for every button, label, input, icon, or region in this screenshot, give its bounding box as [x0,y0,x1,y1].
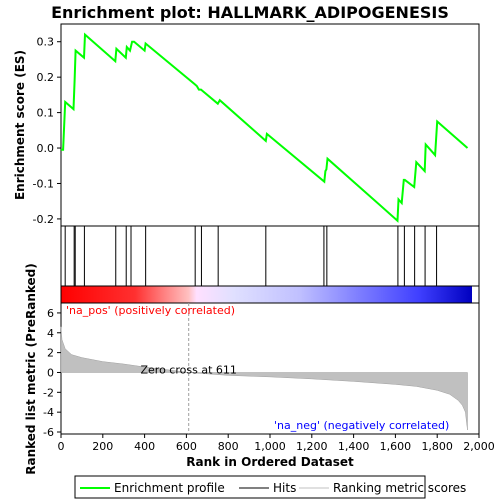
zero-cross-label: Zero cross at 611 [141,363,237,376]
metric-x-tick-label: 800 [218,440,239,453]
metric-y-axis-label: Ranked list metric (PreRanked) [24,263,38,475]
es-panel: -0.2 -0.1 0.0 0.1 0.2 0.3 Enrichment score (E… [13,23,480,227]
ranking-metric-area [60,326,468,431]
legend-label-enrichment: Enrichment profile [114,481,225,495]
metric-x-tick-label: 1,400 [338,440,370,453]
metric-y-tick-label: 4 [47,327,54,340]
metric-x-tick-label: 200 [92,440,113,453]
metric-x-tick-label: 600 [176,440,197,453]
rank-bar-panel [60,285,480,304]
es-y-tick-label: 0.1 [37,107,55,120]
neg-correlated-label: 'na_neg' (negatively correlated) [274,419,449,432]
metric-y-tick-label: -2 [43,386,54,399]
metric-x-tick-label: 400 [134,440,155,453]
metric-x-ticks: 0 200 400 600 800 1,000 1,200 1,400 1,600 1,800 2,… [58,434,495,453]
metric-x-tick-label: 1,800 [421,440,453,453]
es-y-axis-label: Enrichment score (ES) [13,50,27,200]
metric-y-ticks: -6 -4 -2 0 2 4 6 [43,307,61,439]
hit-lines [64,226,438,286]
metric-y-tick-label: 0 [47,366,54,379]
legend-label-hits: Hits [273,481,296,495]
metric-x-tick-label: 1,200 [296,440,328,453]
metric-y-tick-label: -6 [43,426,54,439]
metric-x-tick-label: 1,600 [380,440,412,453]
pos-correlated-label: 'na_pos' (positively correlated) [66,304,235,317]
metric-y-tick-label: 2 [47,347,54,360]
legend-label-metric: Ranking metric scores [333,481,466,495]
legend-box [74,475,426,499]
es-plot-frame [60,23,480,227]
chart-title: Enrichment plot: HALLMARK_ADIPOGENESIS [51,3,449,22]
metric-x-tick-label: 0 [58,440,65,453]
metric-y-tick-label: -4 [43,406,54,419]
enrichment-profile-line [61,32,469,223]
es-y-ticks: -0.2 -0.1 0.0 0.1 0.2 0.3 [33,36,61,226]
legend: Enrichment profile Hits Ranking metric s… [74,475,466,499]
rank-color-bar [61,286,472,303]
metric-x-axis-label: Rank in Ordered Dataset [186,455,354,469]
es-y-tick-label: 0.2 [37,71,55,84]
metric-panel: Zero cross at 611 'na_pos' (positively c… [24,263,495,475]
metric-x-tick-label: 2,000 [463,440,495,453]
metric-x-tick-label: 1,000 [254,440,286,453]
metric-y-tick-label: 6 [47,307,54,320]
es-y-tick-label: -0.2 [33,213,54,226]
es-y-tick-label: -0.1 [33,177,54,190]
es-y-tick-label: 0.0 [37,142,55,155]
hits-panel [60,225,480,287]
es-y-tick-label: 0.3 [37,36,55,49]
hits-frame [60,225,480,287]
